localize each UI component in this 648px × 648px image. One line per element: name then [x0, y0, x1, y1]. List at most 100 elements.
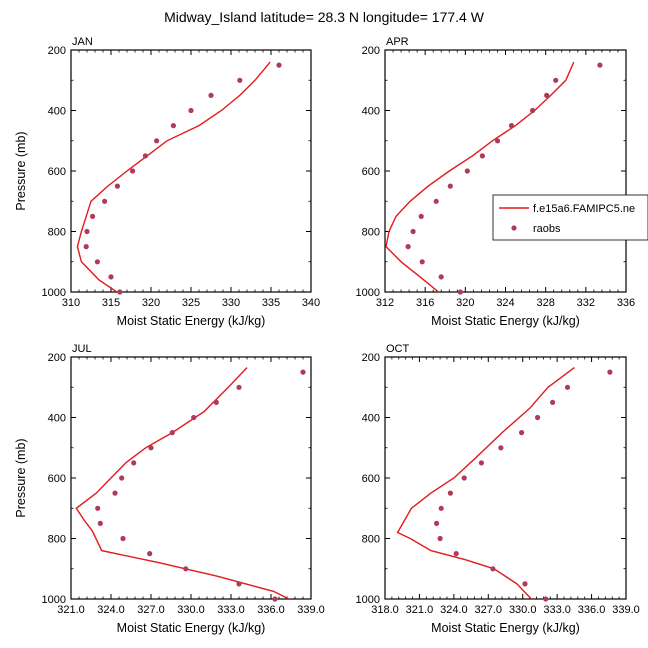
obs-point — [188, 107, 194, 114]
obs-point — [154, 138, 160, 144]
y-axis-label: Pressure (mb) — [14, 131, 28, 210]
obs-point — [418, 213, 424, 219]
panel-label: JUL — [72, 343, 92, 355]
obs-point — [544, 92, 550, 98]
obs-point — [95, 505, 101, 511]
obs-point — [410, 228, 416, 235]
x-tick-label: 340 — [302, 297, 320, 309]
obs-point — [84, 228, 90, 235]
y-tick-label: 800 — [362, 227, 380, 239]
x-tick-label: 320 — [142, 297, 160, 309]
x-tick-label: 327.0 — [137, 604, 165, 616]
obs-point — [102, 198, 108, 204]
obs-point — [236, 581, 242, 587]
y-tick-label: 200 — [48, 352, 66, 364]
obs-point — [130, 168, 136, 174]
x-axis-label: Moist Static Energy (kJ/kg) — [431, 314, 580, 328]
x-tick-label: 336 — [617, 297, 635, 309]
y-tick-label: 600 — [362, 473, 380, 485]
obs-point — [478, 460, 484, 466]
y-axis-label: Pressure (mb) — [14, 438, 28, 517]
obs-point — [597, 62, 603, 68]
obs-point — [131, 460, 137, 466]
obs-point — [447, 490, 453, 496]
panel-jul: 321.0 324.0 327.0 330.0 333.0 336.0 339.0 200 40… — [14, 343, 325, 635]
model-line — [396, 367, 575, 599]
obs-point — [550, 399, 556, 405]
obs-point — [170, 123, 176, 129]
model-line — [385, 61, 575, 292]
obs-point — [108, 274, 114, 280]
obs-point — [117, 289, 123, 295]
obs-point — [438, 505, 444, 511]
x-axis-label: Moist Static Energy (kJ/kg) — [431, 621, 580, 635]
y-tick-label: 600 — [48, 166, 66, 178]
y-tick-label: 400 — [48, 413, 66, 425]
obs-point — [276, 62, 282, 68]
obs-point — [530, 107, 536, 114]
obs-point — [437, 535, 443, 542]
obs-point — [114, 183, 120, 189]
x-tick-label: 335 — [262, 297, 280, 309]
x-tick-label: 330 — [222, 297, 240, 309]
x-axis-label: Moist Static Energy (kJ/kg) — [117, 621, 266, 635]
x-tick-label: 316 — [416, 297, 434, 309]
x-axis-label: Moist Static Energy (kJ/kg) — [117, 314, 266, 328]
x-tick-label: 333.0 — [217, 604, 245, 616]
y-tick-label: 1000 — [356, 594, 380, 606]
plot-frame — [384, 49, 627, 293]
y-tick-label: 200 — [48, 45, 66, 57]
obs-point — [208, 92, 214, 98]
obs-point — [519, 430, 525, 436]
obs-point — [97, 520, 103, 527]
x-tick-label: 339.0 — [612, 604, 640, 616]
x-tick-label: 318.0 — [371, 604, 399, 616]
x-tick-label: 336.0 — [257, 604, 285, 616]
x-tick-label: 333.0 — [543, 604, 571, 616]
obs-point — [148, 445, 154, 451]
obs-point — [142, 153, 148, 159]
obs-point — [191, 414, 197, 421]
obs-point — [490, 566, 496, 572]
y-tick-label: 1000 — [42, 287, 66, 299]
obs-point — [464, 168, 470, 174]
obs-point — [479, 153, 485, 159]
panel-label: APR — [386, 36, 409, 48]
plot-frame — [384, 356, 627, 600]
obs-point — [434, 520, 440, 527]
y-tick-label: 800 — [48, 534, 66, 546]
x-tick-label: 321.0 — [57, 604, 85, 616]
y-tick-label: 1000 — [356, 287, 380, 299]
y-tick-label: 200 — [362, 45, 380, 57]
obs-point — [543, 596, 549, 602]
obs-point — [419, 259, 425, 265]
x-tick-label: 324 — [496, 297, 514, 309]
obs-point — [564, 384, 571, 390]
plot-frame — [70, 356, 312, 600]
x-tick-label: 321.0 — [406, 604, 434, 616]
legend: f.e15a6.FAMIPC5.ne raobs — [492, 194, 648, 241]
panel-label: JAN — [72, 36, 93, 48]
y-tick-label: 1000 — [42, 594, 66, 606]
panel-jan: 310 315 320 325 330 335 340 200 400 600 800 1000 JAN… — [14, 36, 320, 328]
obs-point — [169, 430, 175, 436]
x-tick-label: 324.0 — [97, 604, 125, 616]
y-tick-label: 800 — [48, 227, 66, 239]
x-tick-label: 324.0 — [440, 604, 468, 616]
plot-frame — [70, 49, 312, 293]
obs-point — [447, 183, 453, 189]
figure-title: Midway_Island latitude= 28.3 N longitude… — [164, 9, 485, 25]
y-tick-label: 600 — [362, 166, 380, 178]
obs-point — [453, 551, 459, 557]
x-tick-label: 336.0 — [578, 604, 606, 616]
obs-point — [147, 551, 153, 557]
y-tick-label: 600 — [48, 473, 66, 485]
obs-point — [83, 244, 89, 250]
obs-point — [236, 384, 242, 390]
obs-point — [112, 490, 118, 496]
obs-point — [94, 259, 100, 265]
obs-point — [120, 535, 126, 542]
obs-point — [438, 274, 444, 280]
obs-point — [498, 445, 504, 451]
